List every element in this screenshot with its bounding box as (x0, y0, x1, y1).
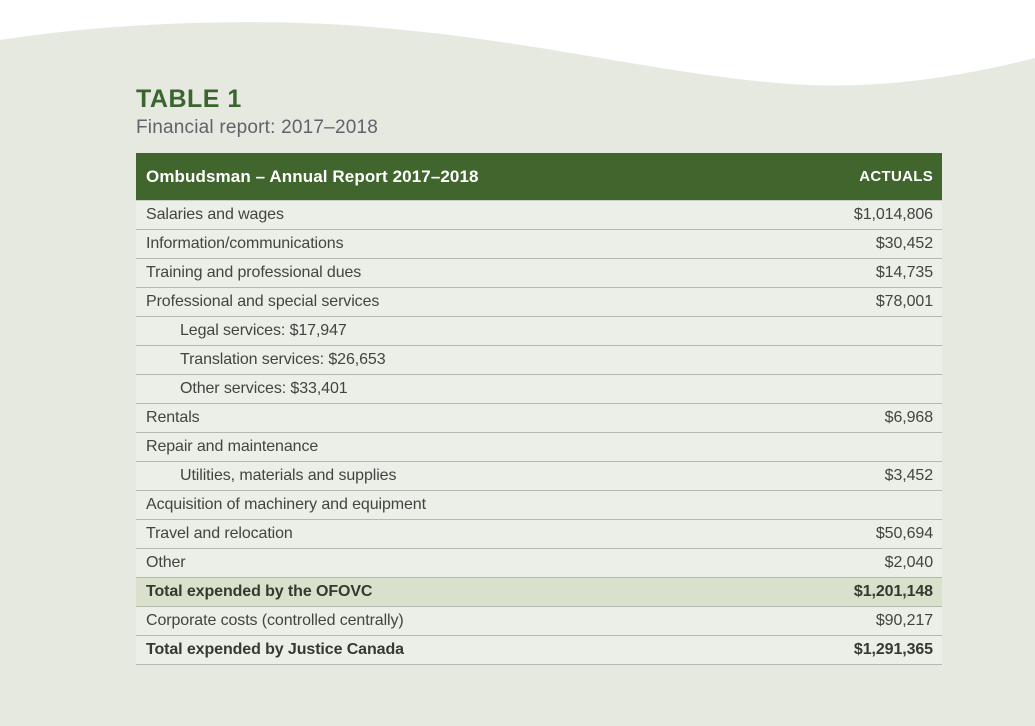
row-label: Repair and maintenance (146, 438, 319, 455)
table-section: TABLE 1 Financial report: 2017–2018 Ombu… (136, 86, 942, 665)
page-title: TABLE 1 (136, 85, 242, 113)
row-label: Acquisition of machinery and equipment (146, 496, 426, 513)
row-label: Other services: $33,401 (180, 380, 348, 397)
table-row: Utilities, materials and supplies $3,452 (136, 462, 942, 491)
table-row: Acquisition of machinery and equipment (136, 491, 942, 520)
table-row: Total expended by the OFOVC $1,201,148 (136, 578, 942, 607)
table-row: Other services: $33,401 (136, 375, 942, 404)
table-row: Other $2,040 (136, 549, 942, 578)
row-value: $14,735 (875, 264, 933, 281)
table-row: Legal services: $17,947 (136, 317, 942, 346)
row-label: Information/communications (146, 235, 344, 252)
row-label: Total expended by the OFOVC (146, 583, 373, 600)
table-row: Information/communications $30,452 (136, 230, 942, 259)
row-label: Travel and relocation (146, 525, 293, 542)
table-row: Repair and maintenance (136, 433, 942, 462)
row-label: Other (146, 554, 186, 571)
table-row: Rentals $6,968 (136, 404, 942, 433)
table-header-actuals: ACTUALS (859, 168, 933, 185)
decorative-wave (0, 0, 1035, 86)
row-value: $2,040 (884, 554, 933, 571)
row-value: $50,694 (875, 525, 933, 542)
row-value: $1,014,806 (853, 206, 933, 223)
row-value: $3,452 (884, 467, 933, 484)
table-header-row: Ombudsman – Annual Report 2017–2018 ACTU… (136, 153, 942, 200)
table-row: Training and professional dues $14,735 (136, 259, 942, 288)
row-label: Salaries and wages (146, 206, 284, 223)
row-label: Training and professional dues (146, 264, 362, 281)
row-label: Corporate costs (controlled centrally) (146, 612, 404, 629)
row-label: Total expended by Justice Canada (146, 641, 404, 658)
row-value: $78,001 (875, 293, 933, 310)
table-header-title: Ombudsman – Annual Report 2017–2018 (146, 166, 479, 186)
table-body: Salaries and wages $1,014,806 Informatio… (136, 200, 942, 665)
row-label: Legal services: $17,947 (180, 322, 347, 339)
row-value: $6,968 (884, 409, 933, 426)
row-label: Translation services: $26,653 (180, 351, 386, 368)
row-value: $1,201,148 (853, 583, 933, 600)
row-label: Professional and special services (146, 293, 380, 310)
table-row: Professional and special services $78,00… (136, 288, 942, 317)
page-subtitle: Financial report: 2017–2018 (136, 117, 379, 138)
row-label: Utilities, materials and supplies (180, 467, 397, 484)
row-label: Rentals (146, 409, 200, 426)
table-row: Translation services: $26,653 (136, 346, 942, 375)
financial-table: Ombudsman – Annual Report 2017–2018 ACTU… (136, 153, 942, 665)
row-value: $90,217 (875, 612, 933, 629)
table-row: Travel and relocation $50,694 (136, 520, 942, 549)
table-row: Total expended by Justice Canada $1,291,… (136, 636, 942, 665)
table-row: Salaries and wages $1,014,806 (136, 201, 942, 230)
table-row: Corporate costs (controlled centrally) $… (136, 607, 942, 636)
row-value: $30,452 (875, 235, 933, 252)
row-value: $1,291,365 (853, 641, 933, 658)
